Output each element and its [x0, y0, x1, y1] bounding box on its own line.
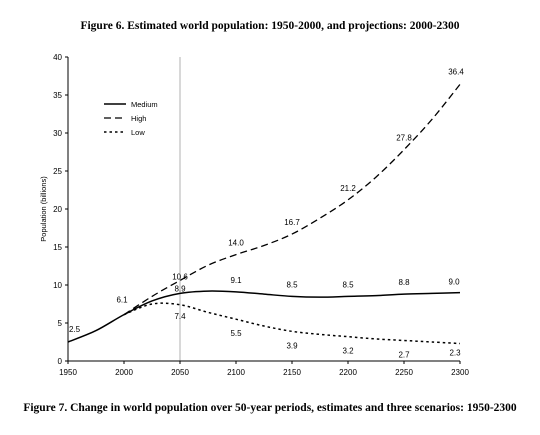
legend-label-high: High	[131, 114, 146, 123]
data-label: 3.2	[342, 347, 354, 356]
y-tick-label: 35	[53, 91, 62, 100]
data-label: 2.7	[398, 350, 410, 359]
data-label: 7.4	[174, 312, 186, 321]
legend-label-low: Low	[131, 128, 145, 137]
x-tick-label: 2200	[339, 368, 357, 377]
x-tick-label: 2000	[115, 368, 133, 377]
data-label: 3.9	[286, 341, 298, 350]
data-label: 2.5	[69, 325, 81, 334]
y-tick-label: 30	[53, 129, 62, 138]
series-line-high	[123, 83, 461, 316]
y-tick-label: 20	[53, 205, 62, 214]
x-tick-label: 2300	[451, 368, 469, 377]
data-label: 10.6	[172, 272, 188, 281]
data-label: 14.0	[228, 239, 244, 248]
legend-label-medium: Medium	[131, 100, 158, 109]
y-tick-label: 0	[58, 357, 63, 366]
data-label: 27.8	[396, 134, 412, 143]
x-tick-label: 2250	[395, 368, 413, 377]
y-tick-label: 10	[53, 281, 62, 290]
data-label: 21.2	[340, 184, 356, 193]
y-tick-label: 15	[53, 243, 62, 252]
x-tick-label: 2100	[227, 368, 245, 377]
data-label: 16.7	[284, 218, 300, 227]
y-axis-label: Population (billions)	[39, 176, 48, 242]
data-label: 5.5	[230, 329, 242, 338]
x-tick-label: 1950	[59, 368, 77, 377]
data-label: 8.5	[286, 280, 298, 289]
data-label: 36.4	[448, 67, 464, 76]
x-tick-label: 2050	[171, 368, 189, 377]
y-tick-label: 25	[53, 167, 62, 176]
data-label: 8.9	[174, 284, 186, 293]
figure-title: Figure 6. Estimated world population: 19…	[80, 20, 460, 32]
y-tick-label: 40	[53, 53, 62, 62]
y-tick-label: 5	[58, 319, 63, 328]
data-label: 9.1	[230, 276, 242, 285]
data-label: 2.3	[449, 349, 461, 358]
series-line-low	[123, 302, 461, 345]
figure-caption: Figure 7. Change in world population ove…	[23, 402, 517, 414]
data-label: 8.8	[398, 278, 410, 287]
series-line-medium	[67, 290, 461, 343]
data-label: 9.0	[448, 278, 460, 287]
data-label: 8.5	[342, 280, 354, 289]
x-tick-label: 2150	[283, 368, 301, 377]
data-label: 6.1	[116, 296, 128, 305]
